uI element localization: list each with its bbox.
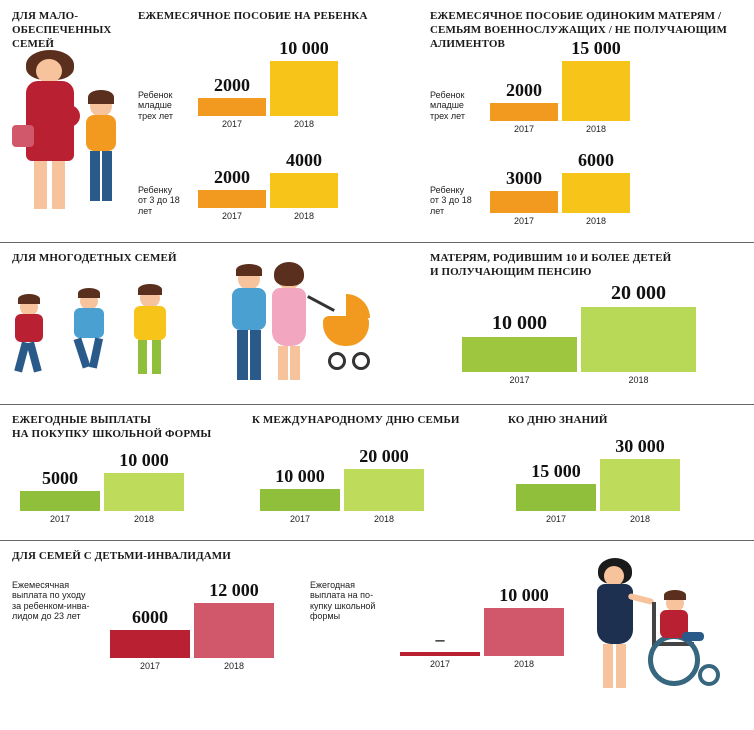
title-low-income: ДЛЯ МАЛО- ОБЕСПЕЧЕННЫХ СЕМЕЙ [12, 10, 122, 51]
val: 10 000 [279, 38, 329, 59]
chart-monthly-under3: 2000 2017 10 000 2018 [198, 38, 338, 129]
bar [260, 489, 340, 511]
bar [194, 603, 274, 658]
chart-family-day: 10 000 2017 20 000 2018 [260, 446, 424, 524]
bar [600, 459, 680, 511]
icon-mother-child [12, 55, 132, 225]
bar [344, 469, 424, 511]
chart-uniform: 5000 2017 10 000 2018 [20, 450, 184, 524]
chart-disabled-uniform: – 2017 10 000 2018 [400, 585, 564, 669]
val: 15 000 [531, 461, 581, 482]
year: 2017 [514, 216, 534, 226]
val: 4000 [286, 150, 322, 171]
bar [104, 473, 184, 511]
year: 2018 [514, 659, 534, 669]
year: 2018 [628, 375, 648, 385]
bar [270, 173, 338, 208]
year: 2018 [294, 211, 314, 221]
bar [490, 103, 558, 121]
label-school-annual: Ежегодная выплата на по- купку школьной … [310, 580, 395, 621]
chart-single-3to18: 3000 2017 6000 2018 [490, 150, 630, 226]
year: 2018 [294, 119, 314, 129]
bar [198, 98, 266, 116]
year: 2017 [50, 514, 70, 524]
val: 5000 [42, 468, 78, 489]
label-3to18-b: Ребенку от 3 до 18 лет [430, 185, 480, 216]
icon-running-kids [12, 280, 202, 390]
val: 2000 [214, 75, 250, 96]
label-3to18-a: Ребенку от 3 до 18 лет [138, 185, 188, 216]
bar [562, 61, 630, 121]
divider [0, 540, 754, 541]
year: 2017 [222, 119, 242, 129]
title-large-families: ДЛЯ МНОГОДЕТНЫХ СЕМЕЙ [12, 252, 177, 266]
bar [20, 491, 100, 511]
chart-knowledge-day: 15 000 2017 30 000 2018 [516, 436, 680, 524]
divider [0, 404, 754, 405]
val: 2000 [214, 167, 250, 188]
chart-single-under3: 2000 2017 15 000 2018 [490, 38, 630, 134]
bar [581, 307, 696, 372]
title-school-uniform: ЕЖЕГОДНЫЕ ВЫПЛАТЫ НА ПОКУПКУ ШКОЛЬНОЙ ФО… [12, 414, 212, 442]
year: 2017 [140, 661, 160, 671]
val: 10 000 [119, 450, 169, 471]
year: 2018 [586, 124, 606, 134]
label-under3-b: Ребенок младше трех лет [430, 90, 480, 121]
title-family-day: К МЕЖДУНАРОДНОМУ ДНЮ СЕМЬИ [252, 414, 472, 428]
bar [198, 190, 266, 208]
bar [484, 608, 564, 656]
year: 2018 [630, 514, 650, 524]
icon-wheelchair [590, 560, 740, 710]
year: 2018 [586, 216, 606, 226]
val: 3000 [506, 168, 542, 189]
bar [516, 484, 596, 511]
year: 2018 [224, 661, 244, 671]
year: 2018 [374, 514, 394, 524]
bar [270, 61, 338, 116]
val: 10 000 [499, 585, 549, 606]
bar [562, 173, 630, 213]
bar [400, 652, 480, 656]
icon-couple-stroller [228, 262, 408, 392]
chart-mothers10: 10 000 2017 20 000 2018 [462, 282, 696, 385]
year: 2017 [222, 211, 242, 221]
year: 2017 [546, 514, 566, 524]
title-mothers10: МАТЕРЯМ, РОДИВШИМ 10 И БОЛЕЕ ДЕТЕЙ И ПОЛ… [430, 252, 730, 280]
val: – [436, 629, 445, 650]
val: 20 000 [359, 446, 409, 467]
bar [490, 191, 558, 213]
val: 12 000 [209, 580, 259, 601]
val: 6000 [578, 150, 614, 171]
title-monthly-child: ЕЖЕМЕСЯЧНОЕ ПОСОБИЕ НА РЕБЕНКА [138, 10, 398, 24]
val: 30 000 [615, 436, 665, 457]
val: 10 000 [275, 466, 325, 487]
val: 6000 [132, 607, 168, 628]
chart-monthly-3to18: 2000 2017 4000 2018 [198, 150, 338, 221]
val: 20 000 [611, 282, 666, 305]
chart-disabled-care: 6000 2017 12 000 2018 [110, 580, 274, 671]
year: 2017 [430, 659, 450, 669]
year: 2017 [290, 514, 310, 524]
title-disabled: ДЛЯ СЕМЕЙ С ДЕТЬМИ-ИНВАЛИДАМИ [12, 550, 231, 564]
bar [110, 630, 190, 658]
divider [0, 242, 754, 243]
year: 2018 [134, 514, 154, 524]
year: 2017 [509, 375, 529, 385]
bar [462, 337, 577, 372]
val: 2000 [506, 80, 542, 101]
label-care23: Ежемесячная выплата по уходу за ребенком… [12, 580, 102, 621]
label-under3-a: Ребенок младше трех лет [138, 90, 188, 121]
year: 2017 [514, 124, 534, 134]
val: 10 000 [492, 312, 547, 335]
title-knowledge-day: КО ДНЮ ЗНАНИЙ [508, 414, 708, 428]
val: 15 000 [571, 38, 621, 59]
